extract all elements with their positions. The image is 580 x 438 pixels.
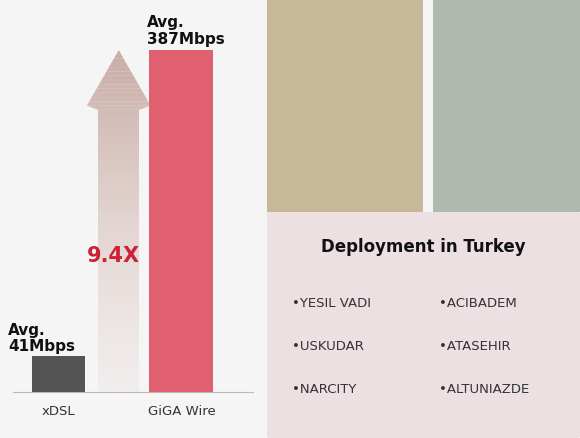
Polygon shape [98,179,139,183]
Polygon shape [98,315,139,320]
Polygon shape [98,307,139,311]
Bar [150,51,213,392]
Polygon shape [98,234,139,239]
Polygon shape [94,89,143,94]
Polygon shape [98,294,139,298]
Polygon shape [98,149,139,153]
Polygon shape [98,298,139,303]
Text: •ATASEHIR: •ATASEHIR [439,339,510,352]
Polygon shape [98,256,139,260]
Polygon shape [98,332,139,336]
Polygon shape [98,217,139,222]
Polygon shape [98,268,139,272]
Bar [433,0,580,212]
Polygon shape [98,367,139,371]
Polygon shape [98,132,139,136]
Polygon shape [98,260,139,264]
Polygon shape [98,222,139,226]
Polygon shape [98,336,139,341]
Polygon shape [98,166,139,170]
Polygon shape [98,119,139,124]
Polygon shape [98,358,139,362]
Text: •USKUDAR: •USKUDAR [292,339,364,352]
Text: •YESIL VADI: •YESIL VADI [292,296,371,309]
Polygon shape [98,388,139,392]
Polygon shape [98,345,139,350]
Polygon shape [114,55,124,60]
Polygon shape [98,371,139,375]
Polygon shape [107,68,131,72]
Polygon shape [97,85,141,89]
Text: Avg.
387Mbps: Avg. 387Mbps [147,15,224,46]
Polygon shape [98,136,139,141]
Text: Avg.
41Mbps: Avg. 41Mbps [8,322,75,354]
Polygon shape [98,115,139,119]
Polygon shape [98,196,139,200]
Polygon shape [111,60,126,64]
Polygon shape [98,324,139,328]
Polygon shape [116,51,121,55]
Polygon shape [98,230,139,234]
Polygon shape [98,375,139,379]
Polygon shape [98,239,139,243]
Polygon shape [102,77,136,81]
Text: 9.4X: 9.4X [87,246,140,265]
Polygon shape [98,350,139,353]
Polygon shape [98,141,139,145]
Polygon shape [99,81,139,85]
Polygon shape [98,158,139,162]
Polygon shape [98,124,139,127]
Polygon shape [104,72,133,77]
Polygon shape [98,111,139,115]
Polygon shape [98,353,139,358]
Polygon shape [98,175,139,179]
Polygon shape [98,200,139,205]
Polygon shape [98,264,139,268]
Text: •ACIBADEM: •ACIBADEM [439,296,517,309]
Bar [32,356,85,392]
Polygon shape [87,102,151,106]
Polygon shape [98,247,139,251]
Polygon shape [98,251,139,256]
Polygon shape [98,384,139,388]
Polygon shape [98,170,139,175]
Polygon shape [98,277,139,281]
Polygon shape [92,94,146,98]
Text: •NARCITY: •NARCITY [292,382,356,395]
Polygon shape [98,379,139,384]
Polygon shape [98,213,139,217]
Polygon shape [98,341,139,345]
Polygon shape [98,205,139,208]
Polygon shape [98,303,139,307]
Polygon shape [98,320,139,324]
Polygon shape [98,145,139,149]
Polygon shape [98,243,139,247]
Polygon shape [98,192,139,196]
Bar [267,0,423,212]
Polygon shape [98,290,139,294]
FancyBboxPatch shape [265,211,580,438]
Text: xDSL: xDSL [42,404,75,417]
Polygon shape [98,286,139,290]
Polygon shape [98,328,139,332]
Polygon shape [98,127,139,132]
Polygon shape [89,98,148,102]
Polygon shape [98,208,139,213]
Text: GiGA Wire: GiGA Wire [147,404,215,417]
Polygon shape [98,187,139,192]
Text: Deployment in Turkey: Deployment in Turkey [321,237,525,255]
Polygon shape [98,311,139,315]
Polygon shape [98,153,139,158]
Polygon shape [109,64,129,68]
Text: •ALTUNIAZDE: •ALTUNIAZDE [439,382,530,395]
Polygon shape [98,281,139,286]
Polygon shape [98,226,139,230]
Polygon shape [98,183,139,187]
Polygon shape [87,106,151,111]
Polygon shape [98,362,139,367]
Polygon shape [98,162,139,166]
Polygon shape [98,272,139,277]
